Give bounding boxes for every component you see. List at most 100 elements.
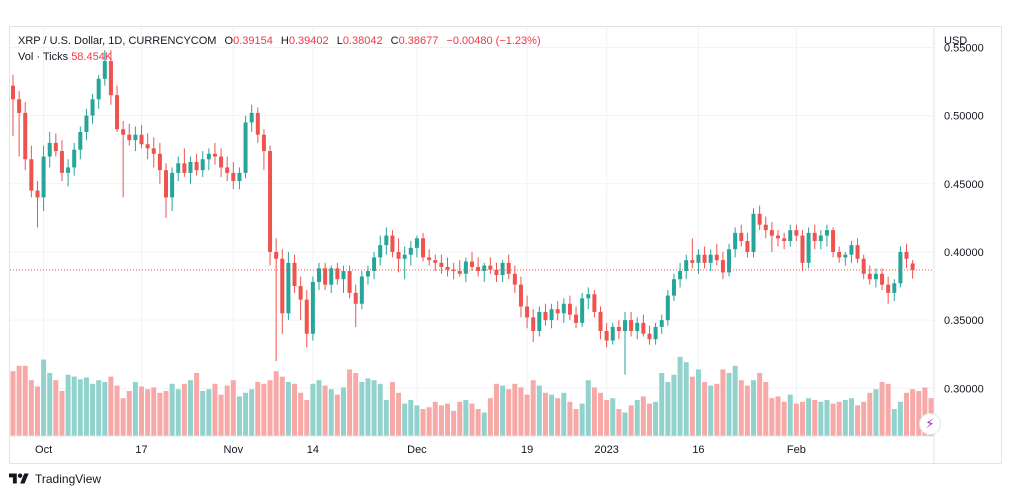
volume-bar [224, 385, 230, 436]
volume-bar [757, 373, 763, 436]
candle-body [421, 238, 426, 258]
candle-body [157, 153, 162, 171]
volume-bar [897, 401, 903, 436]
candle-body [237, 172, 242, 182]
volume-bar [451, 410, 457, 436]
candle-body [494, 269, 499, 276]
volume-bar [218, 394, 224, 436]
volume-bar [28, 380, 34, 436]
candle-body [831, 230, 836, 252]
volume-bar [622, 412, 628, 436]
volume-bar [132, 382, 138, 436]
volume-bar [77, 379, 83, 436]
y-tick-label: 0.55000 [944, 42, 984, 54]
candle-body [629, 320, 634, 332]
volume-bar [139, 386, 145, 436]
candle-body [665, 295, 670, 321]
volume-bar [726, 373, 732, 436]
candle-body [488, 265, 493, 270]
volume-bar [561, 392, 567, 436]
volume-bar [285, 382, 291, 436]
volume-bar [273, 371, 279, 436]
volume-bar [34, 386, 40, 436]
volume-bar [671, 374, 677, 436]
candle-body [35, 190, 40, 198]
volume-bar [775, 396, 781, 436]
candle-body [788, 230, 793, 242]
candle-body [414, 238, 419, 248]
x-tick-label: Dec [407, 444, 427, 456]
candle-body [880, 273, 885, 285]
volume-label: Vol · Ticks [18, 51, 69, 63]
candle-body [347, 271, 352, 293]
volume-bar [389, 382, 395, 436]
volume-bar [549, 394, 555, 436]
volume-bar [396, 392, 402, 436]
volume-bar [71, 376, 77, 436]
volume-bar [206, 389, 212, 436]
volume-bar [487, 398, 493, 436]
tradingview-logo[interactable]: TradingView [9, 471, 101, 487]
candle-body [402, 254, 407, 259]
candle-body [470, 261, 474, 267]
candle-body [47, 142, 52, 157]
volume-bar [536, 385, 542, 436]
candle-body [96, 78, 101, 100]
candle-body [739, 232, 744, 242]
candle-body [482, 265, 487, 272]
volume-bar [500, 385, 506, 436]
volume-bar [769, 398, 775, 436]
high-value: 0.39402 [288, 35, 329, 47]
volume-bar [751, 380, 757, 436]
candle-body [127, 134, 132, 141]
volume-bar [867, 392, 873, 436]
candle-body [757, 213, 762, 225]
candle-body [23, 112, 28, 160]
candle-body [145, 144, 150, 149]
candle-body [714, 254, 719, 261]
candle-body [794, 230, 799, 236]
candle-body [72, 149, 77, 168]
y-tick-label: 0.30000 [944, 383, 984, 395]
candle-body [139, 134, 144, 145]
candle-body [855, 245, 860, 259]
volume-bar [59, 391, 65, 436]
volume-bar [848, 398, 854, 436]
volume-bar [181, 383, 187, 436]
lightning-icon[interactable]: ⚡ [919, 413, 941, 435]
candle-body [372, 257, 377, 272]
volume-bar [683, 362, 689, 436]
candle-body [604, 331, 609, 341]
volume-bar [744, 385, 750, 436]
volume-bar [236, 396, 242, 436]
candle-body [439, 262, 444, 267]
candle-body [598, 311, 603, 332]
volume-bar [126, 391, 132, 436]
candle-body [525, 306, 530, 318]
candle-body [910, 263, 915, 270]
volume-bar [53, 380, 59, 436]
volume-bar [714, 383, 720, 436]
candle-body [176, 163, 181, 173]
candle-body [29, 159, 34, 191]
volume-bar [16, 365, 22, 436]
volume-bar [438, 405, 444, 436]
volume-bar [230, 380, 236, 436]
candle-body [17, 99, 22, 113]
candle-body [384, 235, 389, 246]
volume-bar [873, 389, 879, 436]
candle-body [225, 167, 230, 173]
volume-bar [591, 387, 597, 436]
volume-bar [83, 377, 89, 436]
candle-body [843, 254, 848, 258]
x-tick-label: 17 [135, 444, 147, 456]
volume-bar [475, 409, 481, 436]
volume-bar [481, 412, 487, 436]
candle-body [329, 268, 334, 285]
volume-bar [469, 403, 475, 436]
volume-bar [212, 383, 218, 436]
candle-body [353, 292, 358, 304]
volume-bar [108, 376, 114, 436]
volume-bar [732, 365, 738, 436]
